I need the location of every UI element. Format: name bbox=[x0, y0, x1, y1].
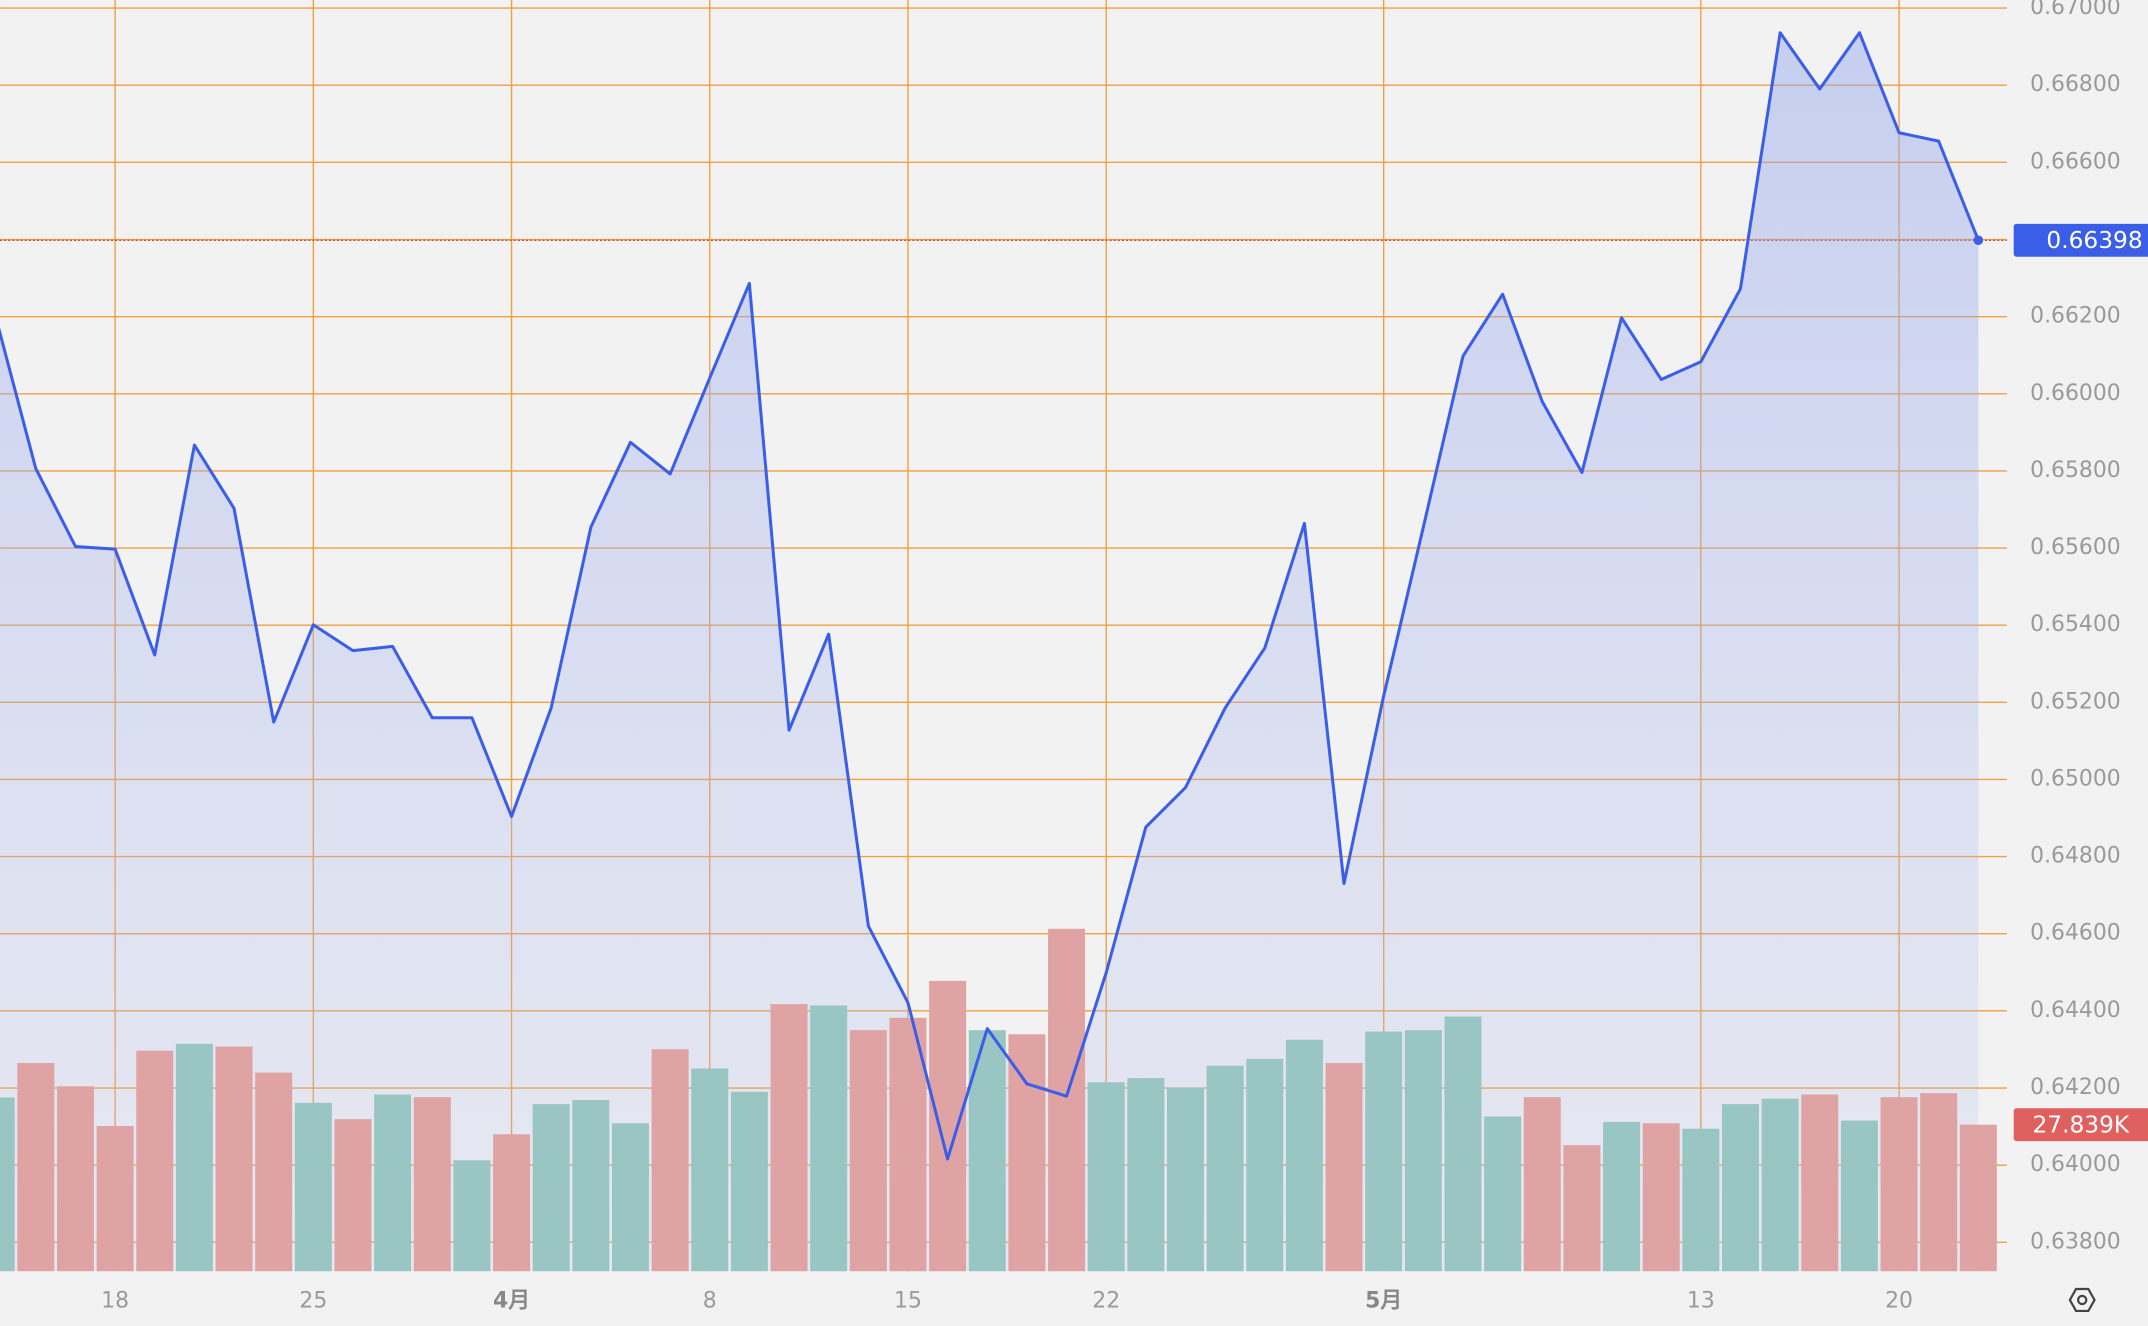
volume-bar bbox=[929, 980, 967, 1272]
volume-bar bbox=[611, 1123, 649, 1272]
volume-bar bbox=[17, 1063, 55, 1272]
volume-bar bbox=[1365, 1031, 1403, 1272]
volume-bar bbox=[1246, 1058, 1284, 1272]
area-layer bbox=[0, 32, 1979, 1272]
volume-bar bbox=[1920, 1093, 1958, 1272]
y-tick-label: 0.66600 bbox=[2030, 149, 2121, 174]
volume-bar bbox=[1880, 1097, 1918, 1272]
last-price-label: 0.66398 bbox=[2046, 227, 2142, 254]
labels: 0.63800 0.64000 0.64200 0.64400 0.64600 0.648… bbox=[101, 0, 2148, 1313]
volume-bar bbox=[1206, 1065, 1244, 1272]
volume-bar bbox=[0, 1097, 15, 1272]
x-tick-label: 20 bbox=[1885, 1288, 1913, 1313]
volume-bar bbox=[1801, 1094, 1839, 1272]
area bbox=[0, 32, 1979, 1272]
x-tick-label: 8 bbox=[703, 1288, 717, 1313]
x-tick-label: 4月 bbox=[493, 1288, 530, 1313]
settings-hexagon[interactable] bbox=[2068, 1287, 2096, 1313]
x-tick-label: 13 bbox=[1687, 1288, 1715, 1313]
volume-bar bbox=[413, 1097, 451, 1272]
volume-bar bbox=[691, 1068, 729, 1272]
y-tick-label: 0.65000 bbox=[2030, 766, 2121, 791]
volume-bar bbox=[1840, 1120, 1878, 1272]
volume-bar bbox=[730, 1091, 768, 1272]
volume-bar bbox=[1444, 1016, 1482, 1272]
volume-bar bbox=[1048, 928, 1086, 1272]
y-tick-label: 0.65200 bbox=[2030, 689, 2121, 714]
volume-bar bbox=[175, 1043, 213, 1272]
settings-icon[interactable] bbox=[2068, 1287, 2096, 1313]
y-tick-label: 0.64800 bbox=[2030, 844, 2121, 869]
volume-bar bbox=[1285, 1039, 1323, 1272]
y-tick-label: 0.66200 bbox=[2030, 304, 2121, 329]
volume-bar bbox=[1761, 1098, 1799, 1272]
x-tick-label: 18 bbox=[101, 1288, 129, 1313]
y-tick-label: 0.64400 bbox=[2030, 998, 2121, 1023]
y-tick-label: 0.65800 bbox=[2030, 458, 2121, 483]
volume-bar bbox=[1603, 1121, 1641, 1272]
y-tick-label: 0.64000 bbox=[2030, 1152, 2121, 1177]
volume-bar bbox=[770, 1004, 808, 1272]
y-tick-label: 0.64600 bbox=[2030, 921, 2121, 946]
x-tick-label: 15 bbox=[894, 1288, 922, 1313]
volume-bar bbox=[1325, 1063, 1363, 1272]
last-point bbox=[1973, 235, 1984, 246]
volume-bar bbox=[294, 1102, 332, 1272]
volume-bar bbox=[532, 1104, 570, 1272]
y-tick-label: 0.65600 bbox=[2030, 535, 2121, 560]
volume-bar bbox=[1682, 1128, 1720, 1272]
volume-bar bbox=[136, 1050, 174, 1272]
volume-bar bbox=[56, 1086, 94, 1272]
y-tick-label: 0.66000 bbox=[2030, 381, 2121, 406]
volume-bar bbox=[1484, 1116, 1522, 1272]
volume-bar bbox=[810, 1005, 848, 1272]
volume-bar bbox=[374, 1094, 412, 1272]
settings-dot[interactable] bbox=[2076, 1294, 2088, 1306]
volume-bar bbox=[453, 1160, 491, 1272]
last-volume-label: 27.839K bbox=[2032, 1112, 2129, 1139]
line-layer bbox=[0, 31, 1984, 1161]
volume-bar bbox=[651, 1049, 689, 1272]
volume-bar bbox=[1404, 1030, 1442, 1272]
volume-bar bbox=[1166, 1087, 1204, 1272]
volume-bar bbox=[1563, 1145, 1601, 1272]
volume-bar bbox=[255, 1072, 293, 1272]
volume-bar bbox=[1087, 1082, 1125, 1272]
volume-bar bbox=[849, 1030, 887, 1272]
x-tick-label: 22 bbox=[1092, 1288, 1120, 1313]
volume-bar bbox=[215, 1046, 253, 1272]
volume-bar bbox=[1721, 1104, 1759, 1272]
x-tick-label: 25 bbox=[299, 1288, 327, 1313]
volume-bar bbox=[889, 1017, 927, 1272]
volume-bar bbox=[1642, 1123, 1680, 1272]
volume-bar bbox=[1959, 1124, 1997, 1272]
y-tick-label: 0.67000 bbox=[2030, 0, 2121, 20]
y-tick-label: 0.63800 bbox=[2030, 1229, 2121, 1254]
y-tick-label: 0.65400 bbox=[2030, 612, 2121, 637]
volume-bar bbox=[1008, 1034, 1046, 1272]
last-price-badge bbox=[2013, 223, 2148, 257]
volume-bar bbox=[493, 1134, 531, 1272]
price-line bbox=[0, 31, 1980, 1161]
last-volume-badge bbox=[2013, 1108, 2148, 1142]
volume-bar bbox=[334, 1119, 372, 1272]
y-tick-label: 0.66800 bbox=[2030, 72, 2121, 97]
volume-bar bbox=[96, 1126, 134, 1272]
y-tick-label: 0.64200 bbox=[2030, 1075, 2121, 1100]
volume-bar bbox=[572, 1100, 610, 1272]
volume-bar bbox=[1127, 1078, 1165, 1272]
x-tick-label: 5月 bbox=[1365, 1288, 1402, 1313]
volume-bar bbox=[1523, 1097, 1561, 1272]
volume-layer bbox=[0, 928, 1997, 1272]
